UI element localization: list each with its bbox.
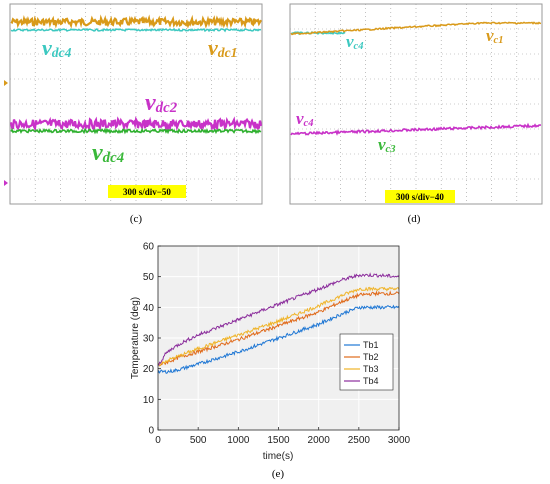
chart-x-tick-label: 1500: [267, 435, 290, 446]
legend-label-tb3: Tb3: [363, 364, 379, 374]
panel-e-letter: (e): [272, 468, 285, 480]
legend-label-tb2: Tb2: [363, 352, 379, 362]
chart-y-tick-label: 60: [143, 242, 155, 253]
chart-x-tick-labels: 0 500 1000 1500 2000 2500 3000: [155, 435, 410, 446]
legend-label-tb1: Tb1: [363, 340, 379, 350]
scope-c-marker-magenta: [4, 180, 8, 186]
scope-d-label-vc3: vc3: [378, 135, 396, 155]
scope-d-timebase-text: 300 s/div−40: [396, 192, 444, 202]
scope-c-timebase-badge: [108, 185, 186, 198]
trace-vc4-cyan: [290, 30, 346, 36]
scope-d-timebase-badge: [385, 190, 455, 203]
chart-x-tick-label: 2000: [308, 435, 331, 446]
chart-x-tick-label: 0: [155, 435, 161, 446]
trace-vc4-magenta: [290, 122, 542, 136]
chart-y-tick-label: 50: [143, 272, 155, 283]
chart-x-tick-label: 500: [190, 435, 207, 446]
trace-vdc2-magenta: [9, 116, 263, 133]
chart-y-tick-label: 40: [143, 303, 155, 314]
trace-vc1-orange: [290, 21, 542, 36]
scope-d-label-vc4-top: vc4: [346, 32, 364, 52]
chart-x-tick-label: 1000: [227, 435, 250, 446]
trace-vdc1-orange: [10, 14, 262, 29]
legend-label-tb4: Tb4: [363, 376, 379, 386]
chart-series-line-tb3: [157, 286, 400, 367]
scope-c-label-vdc4-top: vdc4: [42, 35, 72, 60]
chart-series-line-tb4: [157, 272, 400, 366]
chart-y-axis-title: Temperature (deg): [130, 297, 141, 379]
chart-y-tick-label: 20: [143, 364, 155, 375]
chart-series-line-tb1: [157, 304, 400, 374]
chart-x-tick-label: 3000: [388, 435, 411, 446]
scope-c-timebase-text: 300 s/div−50: [123, 187, 171, 197]
chart-y-tick-label: 10: [143, 395, 155, 406]
scope-d-label-vc1: vc1: [486, 26, 504, 46]
temperature-chart: 0 500 1000 1500 2000 2500 3000 0 10 20 30 40 50 60 t…: [130, 242, 411, 481]
scope-c-marker-orange: [4, 80, 8, 86]
chart-legend: Tb1 Tb2 Tb3 Tb4: [339, 333, 394, 391]
scope-d-grid: [290, 4, 542, 204]
scope-c-grid: [10, 4, 262, 204]
chart-series-line-tb2: [157, 290, 400, 367]
chart-axes-box: [157, 245, 400, 431]
chart-x-axis-title: time(s): [263, 451, 294, 462]
scope-panel-d: vc4 vc1 vc4 vc3 300 s/div−40 (d): [289, 3, 543, 225]
chart-x-tick-label: 2500: [348, 435, 371, 446]
chart-y-tick-labels: 0 10 20 30 40 50 60: [143, 242, 155, 437]
chart-series-group: [157, 272, 400, 374]
scope-c-label-vdc4-bottom: vdc4: [92, 140, 124, 166]
chart-y-tick-label: 30: [143, 334, 155, 345]
scope-d-traces: [290, 21, 542, 136]
panel-d-letter: (d): [408, 213, 421, 225]
scope-c-label-vdc1: vdc1: [208, 35, 237, 60]
scope-c-traces: [9, 14, 263, 135]
trace-vdc4-green: [10, 127, 262, 135]
trace-vdc4-cyan: [10, 27, 262, 33]
panel-c-letter: (c): [130, 213, 143, 225]
scope-c-label-vdc2: vdc2: [145, 90, 178, 116]
chart-y-tick-label: 0: [148, 426, 154, 437]
scope-panel-c: vdc4 vdc1 vdc2 vdc4 300 s/div−50 (c): [4, 3, 263, 225]
scope-d-label-vc4-bottom: vc4: [296, 109, 314, 129]
